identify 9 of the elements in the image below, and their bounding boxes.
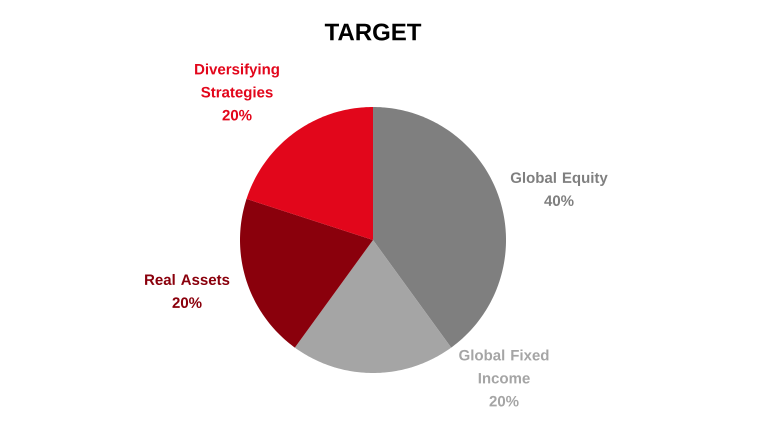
data-label: 20%	[172, 297, 202, 308]
data-label: 20%	[490, 396, 519, 406]
data-label: 40%	[544, 195, 574, 206]
slice-label: Diversifying Strategies	[195, 63, 279, 101]
data-label: 20%	[222, 110, 252, 120]
slice-label: Real Assets	[145, 274, 230, 285]
chart-title: TARGET	[324, 23, 422, 40]
slice-label: Global Fixed Income	[459, 349, 548, 384]
slice-label: Global Equity	[510, 172, 608, 186]
